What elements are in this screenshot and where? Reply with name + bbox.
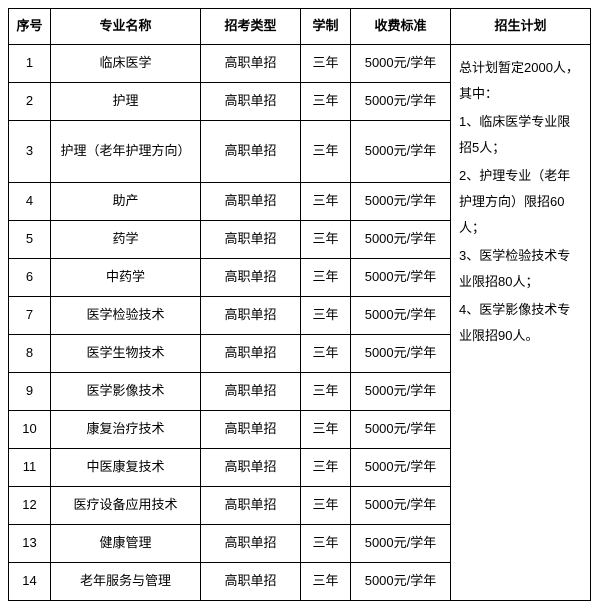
cell-fee: 5000元/学年 [351,83,451,121]
cell-duration: 三年 [301,487,351,525]
cell-type: 高职单招 [201,183,301,221]
cell-type: 高职单招 [201,83,301,121]
cell-type: 高职单招 [201,373,301,411]
cell-type: 高职单招 [201,259,301,297]
cell-fee: 5000元/学年 [351,487,451,525]
cell-idx: 6 [9,259,51,297]
plan-line: 2、护理专业（老年护理方向）限招60人； [459,163,582,241]
cell-major: 药学 [51,221,201,259]
header-plan: 招生计划 [451,9,591,45]
cell-type: 高职单招 [201,121,301,183]
cell-fee: 5000元/学年 [351,563,451,601]
cell-idx: 2 [9,83,51,121]
cell-major: 医疗设备应用技术 [51,487,201,525]
cell-fee: 5000元/学年 [351,221,451,259]
cell-duration: 三年 [301,183,351,221]
cell-duration: 三年 [301,83,351,121]
cell-type: 高职单招 [201,449,301,487]
cell-duration: 三年 [301,259,351,297]
cell-duration: 三年 [301,221,351,259]
cell-major: 中医康复技术 [51,449,201,487]
cell-type: 高职单招 [201,45,301,83]
cell-fee: 5000元/学年 [351,183,451,221]
enrollment-table: 序号 专业名称 招考类型 学制 收费标准 招生计划 1 临床医学 高职单招 三年… [8,8,591,601]
cell-duration: 三年 [301,525,351,563]
header-idx: 序号 [9,9,51,45]
cell-fee: 5000元/学年 [351,121,451,183]
cell-idx: 1 [9,45,51,83]
cell-major: 中药学 [51,259,201,297]
plan-line: 3、医学检验技术专业限招80人； [459,243,582,295]
cell-idx: 8 [9,335,51,373]
cell-major: 康复治疗技术 [51,411,201,449]
cell-type: 高职单招 [201,487,301,525]
cell-fee: 5000元/学年 [351,525,451,563]
cell-idx: 11 [9,449,51,487]
cell-major: 临床医学 [51,45,201,83]
cell-major: 医学检验技术 [51,297,201,335]
cell-idx: 13 [9,525,51,563]
cell-major: 医学影像技术 [51,373,201,411]
cell-major: 医学生物技术 [51,335,201,373]
cell-duration: 三年 [301,45,351,83]
cell-fee: 5000元/学年 [351,411,451,449]
cell-idx: 9 [9,373,51,411]
cell-idx: 7 [9,297,51,335]
cell-fee: 5000元/学年 [351,373,451,411]
cell-major: 老年服务与管理 [51,563,201,601]
cell-fee: 5000元/学年 [351,335,451,373]
cell-idx: 12 [9,487,51,525]
cell-major: 护理 [51,83,201,121]
cell-type: 高职单招 [201,335,301,373]
cell-major: 健康管理 [51,525,201,563]
header-type: 招考类型 [201,9,301,45]
plan-line: 4、医学影像技术专业限招90人。 [459,297,582,349]
cell-duration: 三年 [301,335,351,373]
cell-idx: 3 [9,121,51,183]
cell-idx: 10 [9,411,51,449]
cell-idx: 4 [9,183,51,221]
plan-line: 1、临床医学专业限招5人； [459,109,582,161]
cell-idx: 5 [9,221,51,259]
cell-type: 高职单招 [201,221,301,259]
header-major: 专业名称 [51,9,201,45]
cell-fee: 5000元/学年 [351,45,451,83]
cell-duration: 三年 [301,411,351,449]
cell-duration: 三年 [301,121,351,183]
cell-duration: 三年 [301,563,351,601]
cell-duration: 三年 [301,373,351,411]
cell-duration: 三年 [301,297,351,335]
header-fee: 收费标准 [351,9,451,45]
cell-major: 助产 [51,183,201,221]
cell-major: 护理（老年护理方向） [51,121,201,183]
header-duration: 学制 [301,9,351,45]
cell-type: 高职单招 [201,525,301,563]
cell-fee: 5000元/学年 [351,449,451,487]
table-body: 1 临床医学 高职单招 三年 5000元/学年 总计划暂定2000人，其中： 1… [9,45,591,601]
cell-plan: 总计划暂定2000人，其中： 1、临床医学专业限招5人； 2、护理专业（老年护理… [451,45,591,601]
cell-duration: 三年 [301,449,351,487]
cell-fee: 5000元/学年 [351,259,451,297]
cell-type: 高职单招 [201,563,301,601]
table-header-row: 序号 专业名称 招考类型 学制 收费标准 招生计划 [9,9,591,45]
cell-type: 高职单招 [201,411,301,449]
table-row: 1 临床医学 高职单招 三年 5000元/学年 总计划暂定2000人，其中： 1… [9,45,591,83]
cell-type: 高职单招 [201,297,301,335]
plan-line: 总计划暂定2000人，其中： [459,55,582,107]
cell-idx: 14 [9,563,51,601]
cell-fee: 5000元/学年 [351,297,451,335]
